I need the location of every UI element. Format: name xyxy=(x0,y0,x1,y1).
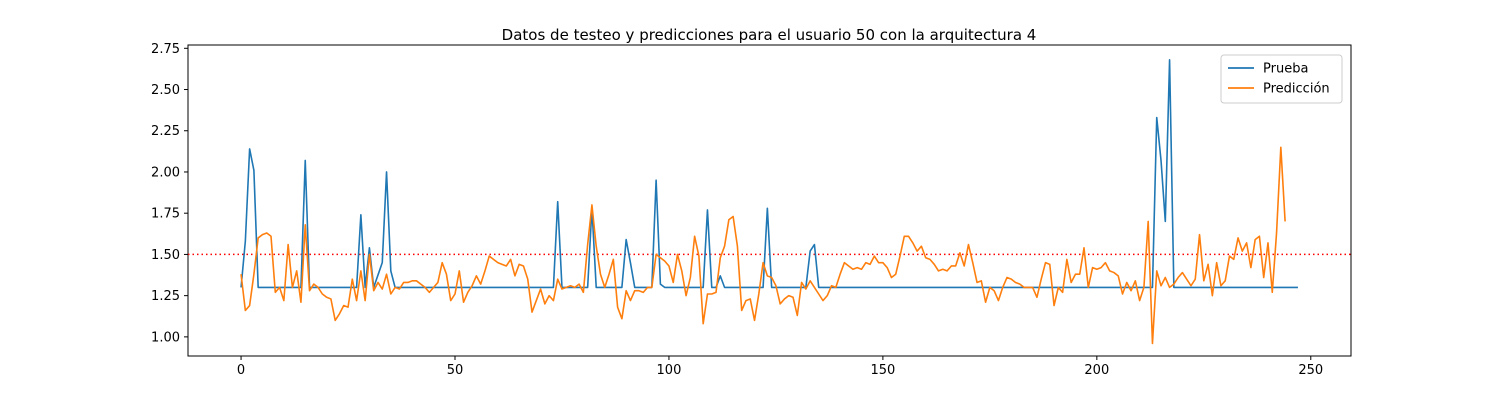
chart-title: Datos de testeo y predicciones para el u… xyxy=(502,26,1037,44)
y-tick-label: 2.25 xyxy=(151,124,180,139)
y-tick-label: 1.75 xyxy=(151,207,180,222)
y-tick-label: 1.50 xyxy=(151,248,180,263)
series-line-0 xyxy=(240,59,1298,289)
legend-label: Predicción xyxy=(1263,82,1330,97)
series-line-1 xyxy=(240,146,1286,345)
y-tick-label: 1.25 xyxy=(151,289,180,304)
x-tick-label: 50 xyxy=(447,363,464,378)
y-tick-label: 2.50 xyxy=(151,83,180,98)
x-tick-label: 150 xyxy=(870,363,895,378)
y-tick-label: 2.75 xyxy=(151,42,180,57)
legend-label: Prueba xyxy=(1263,62,1308,77)
legend-box xyxy=(1220,54,1343,104)
y-tick-label: 2.00 xyxy=(151,165,180,180)
x-tick-label: 250 xyxy=(1298,363,1323,378)
y-tick-label: 1.00 xyxy=(151,330,180,345)
x-tick-label: 0 xyxy=(237,363,245,378)
x-tick-label: 100 xyxy=(657,363,682,378)
x-tick-label: 200 xyxy=(1084,363,1109,378)
plot-frame xyxy=(187,44,1352,357)
